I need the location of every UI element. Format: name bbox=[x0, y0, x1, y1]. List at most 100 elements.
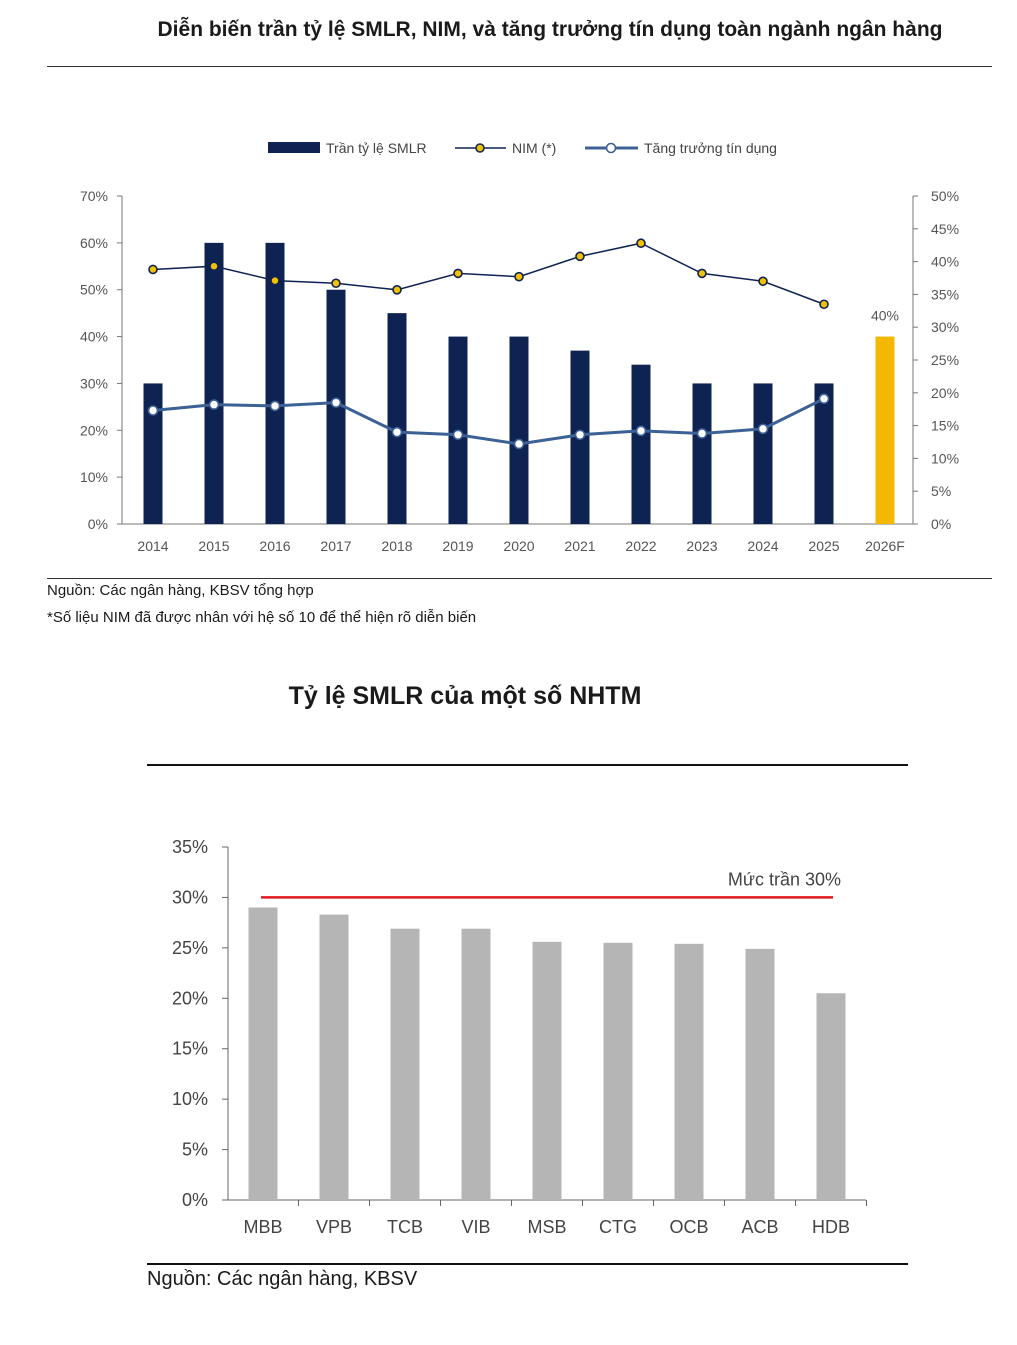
nim-point bbox=[453, 268, 463, 279]
chart2-title: Tỷ lệ SMLR của một số NHTM bbox=[288, 682, 642, 710]
credit-growth-point bbox=[147, 405, 159, 416]
y-tick-label: 20% bbox=[172, 988, 208, 1008]
smlr-bank-bar bbox=[461, 928, 491, 1200]
credit-growth-point bbox=[391, 426, 403, 438]
nim-point bbox=[392, 285, 402, 295]
smlr-bar bbox=[814, 383, 834, 524]
smlr-bank-bar bbox=[390, 928, 420, 1200]
x-tick-label: 2019 bbox=[442, 538, 473, 554]
nim-point bbox=[758, 276, 768, 287]
chart1-source: Nguồn: Các ngân hàng, KBSV tổng hợp bbox=[47, 582, 314, 599]
credit-growth-point bbox=[513, 438, 525, 450]
chart2-bars bbox=[248, 907, 846, 1200]
y-tick-label: 15% bbox=[172, 1039, 208, 1059]
source-rule bbox=[47, 578, 992, 579]
x-tick-label: MBB bbox=[243, 1217, 282, 1237]
x-tick-label: 2022 bbox=[625, 538, 656, 554]
title-rule bbox=[47, 66, 992, 67]
x-tick-label: MSB bbox=[527, 1217, 566, 1237]
chart1-bars: 40% bbox=[143, 242, 899, 524]
y-tick-label: 35% bbox=[172, 837, 208, 857]
left-tick-label: 60% bbox=[80, 235, 108, 251]
right-tick-label: 10% bbox=[931, 450, 959, 466]
x-tick-label: 2014 bbox=[137, 538, 168, 554]
x-tick-label: VIB bbox=[461, 1217, 490, 1237]
right-tick-label: 25% bbox=[931, 352, 959, 368]
smlr-bar bbox=[204, 242, 224, 524]
x-tick-label: CTG bbox=[599, 1217, 637, 1237]
credit-growth-point bbox=[818, 393, 830, 405]
chart2-reference: Mức trần 30% bbox=[261, 869, 841, 899]
x-tick-label: 2016 bbox=[259, 538, 290, 554]
nim-point bbox=[148, 264, 158, 275]
nim-point bbox=[819, 299, 829, 310]
chart1-legend: Trần tỷ lệ SMLR NIM (*) Tăng trưởng tín dụ… bbox=[268, 140, 777, 156]
x-tick-label: TCB bbox=[387, 1217, 423, 1237]
x-tick-label: 2026F bbox=[865, 538, 905, 554]
nim-point bbox=[270, 275, 280, 286]
legend-label-nim: NIM (*) bbox=[512, 140, 556, 156]
smlr-bank-bar bbox=[248, 907, 278, 1200]
nim-point bbox=[514, 271, 524, 282]
legend-label-smlr: Trần tỷ lệ SMLR bbox=[326, 140, 427, 156]
right-tick-label: 0% bbox=[931, 516, 951, 532]
credit-growth-point bbox=[574, 429, 586, 441]
right-tick-label: 40% bbox=[931, 254, 959, 270]
x-tick-label: OCB bbox=[669, 1217, 708, 1237]
nim-point bbox=[331, 278, 341, 289]
y-tick-label: 30% bbox=[172, 887, 208, 907]
left-tick-label: 50% bbox=[80, 282, 108, 298]
credit-growth-point bbox=[269, 400, 281, 412]
x-tick-label: VPB bbox=[316, 1217, 352, 1237]
credit-growth-point bbox=[208, 399, 220, 410]
chart1-note: *Số liệu NIM đã được nhân với hệ số 10 đ… bbox=[47, 609, 477, 626]
smlr-bank-bar bbox=[603, 942, 633, 1200]
x-tick-label: ACB bbox=[741, 1217, 778, 1237]
x-tick-label: 2023 bbox=[686, 538, 717, 554]
nim-point bbox=[697, 268, 707, 279]
left-tick-label: 30% bbox=[80, 375, 108, 391]
x-tick-label: 2020 bbox=[503, 538, 534, 554]
chart1-title: Diễn biến trần tỷ lệ SMLR, NIM, và tăng … bbox=[157, 18, 943, 41]
smlr-bar bbox=[509, 336, 529, 524]
x-tick-label: 2018 bbox=[381, 538, 412, 554]
left-tick-label: 70% bbox=[80, 188, 108, 204]
credit-growth-line bbox=[152, 397, 825, 446]
smlr-bank-bar bbox=[319, 914, 349, 1200]
credit-growth-point bbox=[757, 423, 769, 435]
x-tick-label: 2015 bbox=[198, 538, 229, 554]
smlr-bank-bar bbox=[816, 993, 846, 1200]
left-tick-label: 0% bbox=[88, 516, 108, 532]
y-tick-label: 0% bbox=[182, 1190, 208, 1210]
smlr-bar bbox=[143, 383, 163, 524]
smlr-bar bbox=[692, 383, 712, 524]
x-tick-label: HDB bbox=[812, 1217, 850, 1237]
right-tick-label: 30% bbox=[931, 319, 959, 335]
highlight-data-label: 40% bbox=[871, 308, 899, 324]
smlr-bar bbox=[631, 364, 651, 524]
left-tick-label: 20% bbox=[80, 422, 108, 438]
right-tick-label: 50% bbox=[931, 188, 959, 204]
chart1-axes: 0% 10% 20% 30% 40% 50% 60% 70% 0% 5% 10% 15% 20% 25% 3… bbox=[80, 188, 959, 554]
chart2-source: Nguồn: Các ngân hàng, KBSV bbox=[147, 1268, 418, 1290]
right-tick-label: 20% bbox=[931, 385, 959, 401]
left-tick-label: 40% bbox=[80, 329, 108, 345]
legend-marker-nim bbox=[475, 143, 485, 153]
chart2-source-rule bbox=[147, 1263, 908, 1265]
nim-point bbox=[636, 238, 646, 249]
credit-growth-point bbox=[635, 425, 647, 437]
x-tick-label: 2017 bbox=[320, 538, 351, 554]
y-tick-label: 10% bbox=[172, 1089, 208, 1109]
y-tick-label: 5% bbox=[182, 1140, 208, 1160]
x-tick-label: 2021 bbox=[564, 538, 595, 554]
right-tick-label: 15% bbox=[931, 418, 959, 434]
smlr-bar bbox=[265, 242, 285, 524]
x-tick-label: 2025 bbox=[808, 538, 839, 554]
smlr-bank-bar bbox=[532, 941, 562, 1200]
nim-line bbox=[152, 242, 825, 305]
ceiling-label: Mức trần 30% bbox=[728, 869, 841, 889]
chart1-lines bbox=[147, 238, 830, 450]
x-tick-label: 2024 bbox=[747, 538, 778, 554]
chart2-title-rule bbox=[147, 764, 908, 766]
